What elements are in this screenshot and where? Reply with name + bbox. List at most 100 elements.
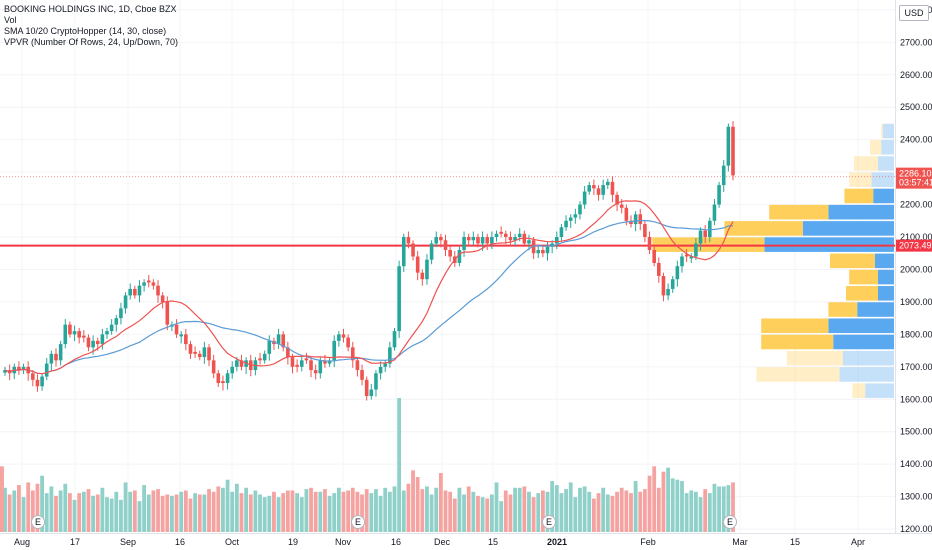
candle bbox=[286, 347, 290, 358]
candle bbox=[100, 334, 105, 345]
candle bbox=[392, 331, 397, 348]
price-tick-label: 2000.00 bbox=[900, 264, 932, 274]
volume-bar bbox=[605, 494, 610, 532]
candle bbox=[606, 181, 610, 186]
candle bbox=[119, 308, 123, 319]
volume-bar bbox=[248, 494, 253, 532]
candle bbox=[31, 373, 35, 380]
volume-bar bbox=[610, 495, 615, 532]
volume-bar bbox=[513, 487, 517, 532]
candle bbox=[485, 237, 490, 244]
volume-bar bbox=[434, 487, 439, 532]
volume-bar bbox=[350, 487, 355, 532]
volume-bar bbox=[332, 493, 337, 532]
price-axis[interactable]: 2800.002700.002600.002500.002400.002300.… bbox=[900, 5, 932, 534]
vpvr-up-bar bbox=[828, 318, 894, 334]
earnings-marker-label: E bbox=[727, 517, 733, 527]
candle bbox=[684, 254, 689, 257]
candle bbox=[313, 370, 318, 374]
volume-bar bbox=[670, 478, 675, 532]
vpvr-up-bar bbox=[873, 188, 894, 204]
volume-bar bbox=[554, 485, 559, 532]
candle bbox=[86, 337, 91, 348]
candle bbox=[726, 126, 731, 166]
volume-bar bbox=[267, 495, 272, 532]
vpvr-down-bar bbox=[756, 367, 840, 382]
volume-bar bbox=[304, 489, 309, 532]
candle bbox=[471, 237, 476, 241]
hline-price-tag bbox=[896, 239, 932, 252]
candle bbox=[165, 301, 170, 325]
legend-title[interactable]: BOOKING HOLDINGS INC, 1D, Cboe BZX bbox=[4, 4, 177, 14]
candle bbox=[267, 340, 272, 354]
candle bbox=[68, 324, 72, 335]
volume-bar bbox=[234, 483, 239, 532]
volume-bar bbox=[443, 490, 448, 532]
volume-bar bbox=[573, 497, 578, 532]
volume-bar bbox=[471, 491, 476, 532]
volume-bar bbox=[21, 497, 26, 532]
time-tick-label: 16 bbox=[175, 537, 185, 547]
volume-bar bbox=[401, 490, 406, 532]
vpvr-down-bar bbox=[852, 383, 866, 398]
volume-bar bbox=[17, 485, 21, 532]
vpvr-up-bar bbox=[828, 204, 894, 220]
volume-bar bbox=[452, 498, 457, 532]
volume-bar bbox=[63, 483, 68, 532]
candles bbox=[3, 121, 735, 401]
time-tick-label: 2021 bbox=[547, 537, 567, 547]
candle bbox=[378, 366, 383, 374]
volume-bar bbox=[378, 495, 383, 532]
legend-vpvr[interactable]: VPVR (Number Of Rows, 24, Up/Down, 70) bbox=[4, 37, 179, 47]
vpvr-up-bar bbox=[878, 156, 894, 171]
candle bbox=[694, 243, 698, 257]
volume-bar bbox=[197, 494, 202, 532]
currency-button[interactable]: USD bbox=[899, 5, 929, 21]
candle bbox=[239, 360, 244, 367]
legend: BOOKING HOLDINGS INC, 1D, Cboe BZX Vol S… bbox=[4, 4, 178, 48]
volume-bar bbox=[550, 481, 555, 532]
candle bbox=[448, 249, 452, 257]
volume-bar bbox=[35, 483, 40, 532]
candle bbox=[721, 165, 726, 186]
volume-bar bbox=[364, 489, 369, 532]
volume-bar bbox=[591, 498, 596, 532]
candle bbox=[401, 237, 406, 267]
volume-bar bbox=[545, 491, 550, 532]
candle bbox=[360, 370, 364, 380]
vpvr-up-bar bbox=[865, 383, 894, 398]
candle bbox=[703, 230, 707, 238]
candle bbox=[44, 363, 49, 377]
legend-sma[interactable]: SMA 10/20 CryptoHopper (14, 30, close) bbox=[4, 26, 167, 36]
volume-bar bbox=[540, 490, 545, 532]
candle bbox=[503, 233, 508, 238]
volume-bar bbox=[508, 494, 513, 532]
candle bbox=[309, 360, 313, 371]
volume-bar bbox=[146, 494, 151, 532]
volume-bar bbox=[355, 491, 360, 532]
volume-bar bbox=[299, 497, 304, 532]
candle bbox=[258, 358, 262, 361]
candle bbox=[72, 331, 77, 335]
vpvr-down-bar bbox=[761, 318, 829, 334]
volume-profile bbox=[652, 123, 894, 398]
vpvr-up-bar bbox=[842, 350, 894, 366]
candle bbox=[91, 340, 95, 348]
time-axis[interactable]: Aug 17 Sep 16 Oct 19 Nov 16 Dec 15 2021 Feb Mar 15 Apr bbox=[14, 537, 865, 547]
volume-bar bbox=[721, 486, 726, 532]
time-tick-label: 15 bbox=[488, 537, 498, 547]
vpvr-up-bar bbox=[802, 221, 894, 236]
candle bbox=[508, 237, 513, 241]
volume-bar bbox=[114, 491, 119, 532]
candle bbox=[615, 194, 619, 205]
candle bbox=[369, 389, 374, 397]
candle bbox=[657, 262, 661, 276]
legend-vol[interactable]: Vol bbox=[4, 15, 17, 25]
volume-bar bbox=[160, 495, 165, 532]
earnings-marker bbox=[723, 515, 737, 529]
candle bbox=[670, 279, 675, 289]
volume-bar bbox=[216, 486, 221, 532]
candle bbox=[425, 259, 429, 280]
